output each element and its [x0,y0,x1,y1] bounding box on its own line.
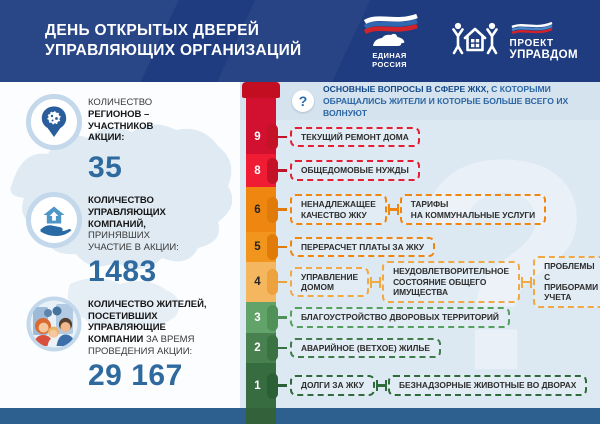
issue-row-8: 8 ОБЩЕДОМОВЫЕ НУЖДЫ [240,154,600,187]
thermometer-neck [246,97,276,121]
hand-house-icon [26,192,82,248]
stat-value-companies: 1483 [88,254,157,288]
question-mark-icon: ? [292,90,314,112]
stats-panel: КОЛИЧЕСТВО РЕГИОНОВ – УЧАСТНИКОВ АКЦИИ: … [0,82,240,408]
issue-row-3: 3 БЛАГОУСТРОЙСТВО ДВОРОВЫХ ТЕРРИТОРИЙ [240,302,600,333]
connector-pin [267,304,287,331]
issue-label: ТАРИФЫ НА КОММУНАЛЬНЫЕ УСЛУГИ [399,194,547,225]
header-logos: ЕДИНАЯ РОССИЯ [358,13,578,69]
connector-pin [267,196,287,223]
united-russia-logo-text: ЕДИНАЯ РОССИЯ [372,51,407,69]
box-connector [370,276,382,288]
issue-labels: ОБЩЕДОМОВЫЕ НУЖДЫ [290,160,420,181]
issue-label: УПРАВЛЕНИЕ ДОМОМ [290,266,370,298]
stat-value-residents: 29 167 [88,358,183,392]
stats-list: КОЛИЧЕСТВО РЕГИОНОВ – УЧАСТНИКОВ АКЦИИ: … [0,82,240,400]
issue-label: ДОЛГИ ЗА ЖКУ [290,375,375,396]
connector-pin [267,372,287,399]
residents-icon [26,296,82,352]
stat-regions: КОЛИЧЕСТВО РЕГИОНОВ – УЧАСТНИКОВ АКЦИИ: … [26,94,232,183]
issue-labels: БЛАГОУСТРОЙСТВО ДВОРОВЫХ ТЕРРИТОРИЙ [290,307,510,328]
russia-flag-bear-icon [361,13,419,54]
thermometer-tail [246,408,276,424]
connector-pin [267,335,287,361]
issue-row-9: 9 ТЕКУЩИЙ РЕМОНТ ДОМА [240,120,600,154]
upravdom-logo-text: ПРОЕКТ УПРАВДОМ [510,21,578,61]
title-line-2: УПРАВЛЯЮЩИХ ОРГАНИЗАЦИЙ [45,42,302,59]
connector-pin [267,269,287,295]
issue-label: НЕУДОВЛЕТВОРИТЕЛЬНОЕ СОСТОЯНИЕ ОБЩЕГО ИМ… [382,261,521,303]
page-title: ДЕНЬ ОТКРЫТЫХ ДВЕРЕЙ УПРАВЛЯЮЩИХ ОРГАНИЗ… [45,21,301,62]
issue-row-1: 1 ДОЛГИ ЗА ЖКУ БЕЗНАДЗОРНЫЕ ЖИВОТНЫЕ ВО … [240,363,600,408]
issue-label: АВАРИЙНОЕ (ВЕТХОЕ) ЖИЛЬЕ [290,337,442,359]
issue-label: ПЕРЕРАСЧЕТ ПЛАТЫ ЗА ЖКУ [290,236,436,258]
footer-bar [0,408,600,424]
connector-pin [267,234,287,260]
stat-residents: КОЛИЧЕСТВО ЖИТЕЛЕЙ, ПОСЕТИВШИХ УПРАВЛЯЮЩ… [26,296,232,391]
questions-header-text: ОСНОВНЫЕ ВОПРОСЫ В СФЕРЕ ЖКХ, С КОТОРЫМИ… [323,83,569,119]
box-connector [521,276,533,288]
upravdom-flag-icon [510,21,554,39]
issue-labels: ДОЛГИ ЗА ЖКУ БЕЗНАДЗОРНЫЕ ЖИВОТНЫЕ ВО ДВ… [290,375,588,396]
upravdom-project-logo: ПРОЕКТ УПРАВДОМ [448,17,578,66]
issue-labels: ПЕРЕРАСЧЕТ ПЛАТЫ ЗА ЖКУ [290,236,436,258]
box-connector [387,204,399,215]
issue-label: БЕЗНАДЗОРНЫЕ ЖИВОТНЫЕ ВО ДВОРАХ [387,375,588,396]
thermometer-cap [242,82,280,98]
issue-row-2: 2 АВАРИЙНОЕ (ВЕТХОЕ) ЖИЛЬЕ [240,333,600,363]
scale-segment-4: 4 [246,262,276,302]
issue-labels: УПРАВЛЕНИЕ ДОМОМ НЕУДОВЛЕТВОРИТЕЛЬНОЕ СО… [290,256,600,308]
issue-labels: НЕНАДЛЕЖАЩЕЕ КАЧЕСТВО ЖКУ ТАРИФЫ НА КОММ… [290,194,547,225]
questions-panel: ? ? ОСНОВНЫЕ ВОПРОСЫ В СФЕРЕ ЖКХ, С КОТО… [240,82,600,408]
stat-companies: КОЛИЧЕСТВО УПРАВЛЯЮЩИХ КОМПАНИЙ, ПРИНЯВШ… [26,192,232,287]
issue-row-6: 6 НЕНАДЛЕЖАЩЕЕ КАЧЕСТВО ЖКУ ТАРИФЫ НА КО… [240,187,600,232]
stat-label: КОЛИЧЕСТВО ЖИТЕЛЕЙ, ПОСЕТИВШИХ УПРАВЛЯЮЩ… [88,298,207,357]
stat-value-regions: 35 [88,151,123,184]
issues-scale: 9 ТЕКУЩИЙ РЕМОНТ ДОМА 8 ОБЩЕДОМОВЫЕ НУЖД… [240,120,600,408]
issue-labels: ТЕКУЩИЙ РЕМОНТ ДОМА [290,126,420,148]
header-bar: ДЕНЬ ОТКРЫТЫХ ДВЕРЕЙ УПРАВЛЯЮЩИХ ОРГАНИЗ… [0,0,600,82]
questions-header: ? ОСНОВНЫЕ ВОПРОСЫ В СФЕРЕ ЖКХ, С КОТОРЫ… [240,82,600,120]
issue-row-5: 5 ПЕРЕРАСЧЕТ ПЛАТЫ ЗА ЖКУ [240,232,600,262]
united-russia-logo: ЕДИНАЯ РОССИЯ [358,13,422,69]
stat-label: КОЛИЧЕСТВО РЕГИОНОВ – УЧАСТНИКОВ АКЦИИ: [88,97,154,144]
issue-label: ОБЩЕДОМОВЫЕ НУЖДЫ [290,160,420,181]
issue-label: ПРОБЛЕМЫ С ПРИБОРАМИ УЧЕТА [533,256,600,308]
map-pin-icon [26,94,82,150]
connector-pin [267,124,287,150]
connector-pin [267,157,287,184]
stat-label: КОЛИЧЕСТВО УПРАВЛЯЮЩИХ КОМПАНИЙ, ПРИНЯВШ… [88,195,179,254]
issue-labels: АВАРИЙНОЕ (ВЕТХОЕ) ЖИЛЬЕ [290,337,442,359]
box-connector [375,379,387,391]
title-line-1: ДЕНЬ ОТКРЫТЫХ ДВЕРЕЙ [45,21,260,39]
issue-row-4: 4 УПРАВЛЕНИЕ ДОМОМ НЕУДОВЛЕТВОРИТЕЛЬНОЕ … [240,256,600,308]
content-area: КОЛИЧЕСТВО РЕГИОНОВ – УЧАСТНИКОВ АКЦИИ: … [0,82,600,408]
issue-label: БЛАГОУСТРОЙСТВО ДВОРОВЫХ ТЕРРИТОРИЙ [290,307,510,328]
house-people-icon [448,17,502,66]
issue-label: НЕНАДЛЕЖАЩЕЕ КАЧЕСТВО ЖКУ [290,194,387,225]
issue-label: ТЕКУЩИЙ РЕМОНТ ДОМА [290,126,420,148]
